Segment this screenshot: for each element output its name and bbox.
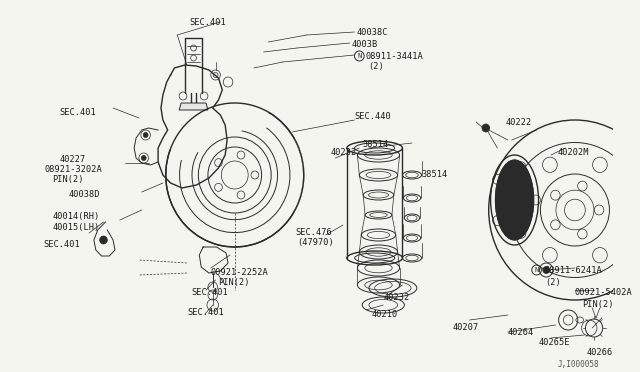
Text: J,I000058: J,I000058	[557, 360, 599, 369]
Text: 00921-2252A: 00921-2252A	[211, 268, 269, 277]
Text: 40038C: 40038C	[356, 28, 388, 37]
Text: N: N	[357, 53, 362, 59]
Ellipse shape	[495, 160, 534, 240]
Polygon shape	[179, 103, 208, 110]
Text: SEC.401: SEC.401	[60, 108, 96, 117]
Text: 38514: 38514	[362, 140, 388, 149]
Text: 08921-3202A: 08921-3202A	[44, 165, 102, 174]
Text: SEC.440: SEC.440	[355, 112, 391, 121]
Text: (2): (2)	[368, 62, 384, 71]
Text: N: N	[534, 267, 539, 273]
Text: 40265E: 40265E	[538, 338, 570, 347]
Text: (47970): (47970)	[297, 238, 334, 247]
Circle shape	[501, 179, 507, 185]
Circle shape	[522, 179, 528, 185]
Text: 40014(RH): 40014(RH)	[52, 212, 100, 221]
Text: PIN(2): PIN(2)	[218, 278, 250, 287]
Text: (2): (2)	[545, 278, 561, 287]
Circle shape	[522, 215, 528, 221]
Text: 08911-6241A: 08911-6241A	[544, 266, 602, 275]
Text: 40202M: 40202M	[557, 148, 589, 157]
Text: 00921-5402A: 00921-5402A	[575, 288, 633, 297]
Text: 38514: 38514	[422, 170, 448, 179]
Circle shape	[143, 132, 148, 138]
Text: PIN(2): PIN(2)	[582, 300, 613, 309]
Text: 40222: 40222	[506, 118, 532, 127]
Text: 40232: 40232	[383, 293, 410, 302]
Text: SEC.401: SEC.401	[191, 288, 228, 297]
Text: 08911-3441A: 08911-3441A	[365, 52, 423, 61]
Circle shape	[482, 124, 490, 132]
Circle shape	[543, 266, 550, 273]
Text: 40264: 40264	[508, 328, 534, 337]
Text: 40227: 40227	[60, 155, 86, 164]
Text: 40207: 40207	[452, 323, 479, 332]
Text: SEC.401: SEC.401	[189, 18, 227, 27]
Text: 40038D: 40038D	[69, 190, 100, 199]
Text: SEC.476: SEC.476	[295, 228, 332, 237]
Circle shape	[501, 215, 507, 221]
Text: 40232: 40232	[331, 148, 357, 157]
Text: 40210: 40210	[372, 310, 398, 319]
Text: 4003B: 4003B	[351, 40, 378, 49]
Text: 40015(LH): 40015(LH)	[52, 223, 100, 232]
Text: 40266: 40266	[586, 348, 612, 357]
Text: SEC.401: SEC.401	[43, 240, 80, 249]
Circle shape	[100, 236, 108, 244]
Circle shape	[141, 155, 146, 160]
Text: PIN(2): PIN(2)	[52, 175, 83, 184]
Text: SEC.401: SEC.401	[188, 308, 225, 317]
